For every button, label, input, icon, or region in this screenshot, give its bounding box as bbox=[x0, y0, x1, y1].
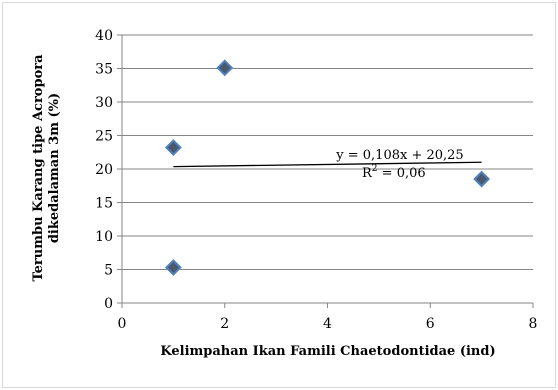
axes bbox=[117, 34, 534, 308]
x-tick-label-2: 2 bbox=[220, 316, 229, 332]
y-tick-label-20: 20 bbox=[95, 162, 113, 178]
gridlines bbox=[122, 34, 533, 270]
y-tick-label-5: 5 bbox=[104, 263, 113, 279]
y-axis-title-line-2: dikedalaman 3m (%) bbox=[47, 93, 62, 243]
y-tick-label-0: 0 bbox=[104, 296, 113, 312]
data-point-3 bbox=[216, 59, 234, 77]
data-point-2 bbox=[164, 139, 182, 156]
y-tick-label-40: 40 bbox=[95, 28, 113, 44]
data-point-1 bbox=[164, 259, 182, 276]
y-tick-label-15: 15 bbox=[95, 196, 113, 212]
y-tick-label-10: 10 bbox=[95, 229, 113, 245]
y-tick-label-25: 25 bbox=[95, 129, 113, 145]
y-tick-label-30: 30 bbox=[95, 95, 113, 111]
trendline-equation: y = 0,108x + 20,25 bbox=[335, 148, 463, 163]
y-tick-label-35: 35 bbox=[95, 62, 113, 78]
data-point-4 bbox=[473, 170, 491, 188]
x-tick-label-6: 6 bbox=[426, 316, 435, 332]
trendline-r-squared: R2 = 0,06 bbox=[362, 164, 426, 181]
data-points bbox=[164, 59, 491, 276]
x-tick-label-4: 4 bbox=[323, 316, 332, 332]
y-tick-labels: 0 5 10 15 20 25 30 35 40 bbox=[95, 28, 113, 312]
x-axis-title: Kelimpahan Ikan Famili Chaetodontidae (i… bbox=[160, 344, 495, 359]
x-tick-label-0: 0 bbox=[118, 316, 127, 332]
trendline bbox=[173, 161, 482, 168]
trendline-group bbox=[173, 161, 482, 168]
x-tick-labels: 0 2 4 6 8 bbox=[118, 316, 538, 332]
x-tick-label-8: 8 bbox=[529, 316, 538, 332]
y-axis-title-line-1: Terumbu Karang tipe Acropora bbox=[31, 54, 46, 282]
